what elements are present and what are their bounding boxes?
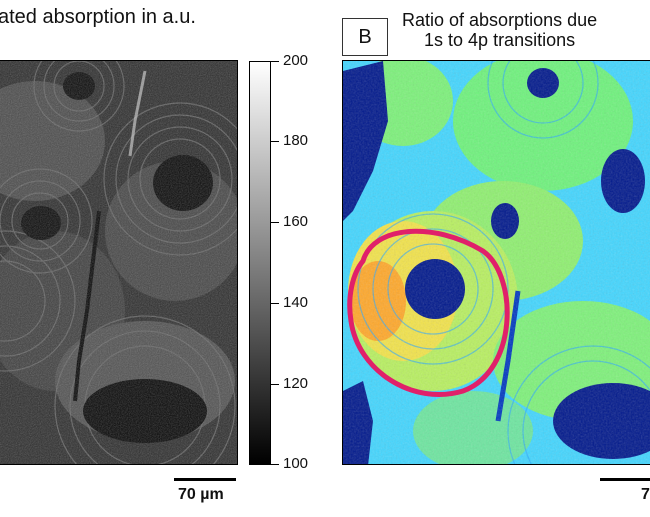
colorbar-tick <box>271 61 279 62</box>
highlight-ring <box>347 228 510 397</box>
panel-b-title: Ratio of absorptions due 1s to 4p transi… <box>402 10 597 50</box>
grayscale-absorption-image <box>0 60 238 465</box>
colorbar-tick-label: 100 <box>283 455 309 472</box>
colorbar-tick-label: 140 <box>283 294 309 311</box>
colorbar-tick <box>271 384 279 385</box>
panel-b-label: B <box>342 18 388 56</box>
colorbar-tick-label: 120 <box>283 375 309 392</box>
colorbar-tick <box>271 222 279 223</box>
ratio-color-image <box>342 60 650 465</box>
colorbar-tick <box>271 303 279 304</box>
scale-bar-b <box>600 478 650 481</box>
scale-bar-label-b: 7 <box>641 486 650 503</box>
colorbar-tick <box>271 464 279 465</box>
panel-b-title-line1: Ratio of absorptions due <box>402 10 598 30</box>
panel-a-title: ated absorption in a.u. <box>0 6 196 28</box>
panel-b-title-line2: 1s to 4p transitions <box>424 30 576 50</box>
scale-bar-label-a: 70 µm <box>178 486 224 503</box>
scale-bar-a <box>174 478 236 481</box>
colorbar-tick-label: 160 <box>283 213 309 230</box>
colorbar-tick-label: 200 <box>283 52 309 69</box>
colorbar-tick <box>271 141 279 142</box>
colorbar <box>249 61 271 465</box>
colorbar-tick-label: 180 <box>283 132 309 149</box>
